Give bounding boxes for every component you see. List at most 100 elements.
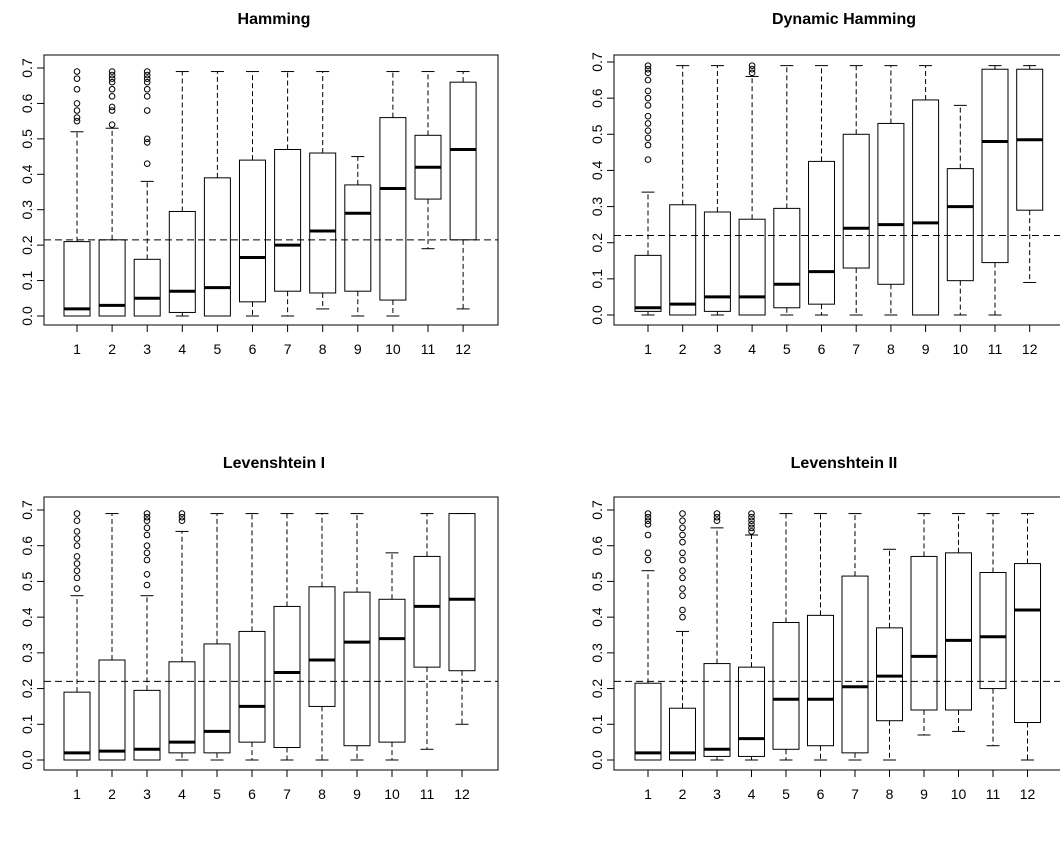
x-tick-label: 11 [421,341,436,357]
y-tick-label: 0.1 [19,271,35,291]
outlier-point [644,112,652,120]
plot-marks: 0.00.10.20.30.40.50.60.71 2 3 4 5 6 7 8 9 10 11 12 [589,500,1060,802]
outlier-point [143,160,151,167]
plot-marks: 0.00.10.20.30.40.50.60.71 2 3 4 5 6 7 8 9 10 11 12 [589,52,1060,357]
y-tick-label: 0.7 [19,58,35,78]
outlier-point [143,75,151,82]
levenshtein-ii-chart: Levenshtein II 0.0 0.1 0.2 0.3 0.4 0.5 0.6 0.7 1… [589,455,1060,802]
outlier-point [644,549,652,557]
x-tick-label: 2 [679,341,687,357]
box [772,622,800,750]
outlier-point [713,510,721,517]
outlier-point [679,606,686,614]
outlier-point [178,513,186,521]
outlier-point [108,78,116,86]
chart-title: Hamming [238,11,311,28]
outlier-point [108,121,116,128]
y-tick-label: 0.0 [19,306,35,326]
outlier-point [679,585,686,592]
box [273,605,301,748]
outlier-point [108,93,116,100]
outlier-point [143,78,151,86]
box [449,81,477,241]
outlier-point [143,139,151,146]
x-tick-label: 2 [108,786,116,802]
outlier-point [108,75,116,82]
box [98,239,126,317]
outlier-point [679,510,686,517]
x-tick-label: 5 [213,786,221,802]
outlier-point [644,520,652,528]
outlier-point [73,117,81,125]
y-tick-label: 0.6 [19,93,35,113]
plot-marks: 0.00.10.20.30.40.50.60.71 2 3 4 5 6 7 8 9 10 11 12 [19,58,498,357]
outlier-point [644,141,652,149]
x-tick-label: 12 [454,786,470,802]
y-tick-label: 0.2 [19,235,35,255]
y-tick-label: 0.0 [589,750,605,770]
box [946,168,974,282]
outlier-point [679,613,686,621]
box [378,598,406,743]
plot-marks: 0.00.10.20.30.40.50.60.71 2 3 4 5 6 7 8 9 10 11 12 [19,500,498,802]
y-tick-label: 0.4 [589,607,605,627]
outlier-point [679,524,686,532]
x-tick-label: 5 [782,786,790,802]
outlier-point [748,513,755,521]
box [807,614,834,747]
chart-title: Levenshtein II [791,455,898,472]
box [910,555,938,711]
outlier-point [73,75,81,82]
box [239,159,266,303]
boxplot-figure: Hamming 0.0 0.1 0.2 0.3 0.4 0.5 0.6 0.7 1 2 3 4 5 6 7 8… [19,11,1060,802]
box [979,572,1007,690]
outlier-point [679,592,686,600]
box [669,204,697,316]
box [274,148,302,292]
outlier-point [143,517,151,525]
x-tick-label: 4 [748,786,756,802]
outlier-point [143,107,151,114]
x-tick-label: 10 [384,786,400,802]
x-tick-label: 3 [143,341,151,357]
box [448,513,476,672]
y-tick-label: 0.6 [589,536,605,556]
outlier-point [73,560,81,567]
box [945,552,972,711]
chart-title: Dynamic Hamming [772,11,916,28]
x-tick-label: 1 [73,341,81,357]
x-tick-label: 4 [178,341,186,357]
box [876,627,903,722]
levenshtein-i-chart: Levenshtein I 0.00.10.20.30.40.50.60.71 2… [19,455,499,802]
box [703,663,731,757]
outlier-point [679,517,686,525]
outlier-point [73,114,81,121]
panel-levenshtein-i: Levenshtein I 0.0 0.1 0.2 0.3 0.4 0.5 0.6 0.7 1 2… [0,440,530,842]
outlier-point [73,567,81,575]
box [841,575,869,754]
x-tick-label: 1 [644,341,652,357]
outlier-point [178,517,186,525]
outlier-point [143,68,151,75]
box [379,117,407,301]
box [344,184,372,292]
box [343,591,371,747]
box [309,152,337,294]
outlier-point [108,71,116,79]
box [413,555,441,668]
y-tick-label: 0.4 [19,164,35,184]
panel-levenshtein-ii: Levenshtein II 0.0 0.1 0.2 0.3 0.4 0.5 0.6 0.7 1… [570,440,1060,842]
x-tick-label: 8 [887,341,895,357]
box [634,254,662,312]
x-tick-label: 5 [783,341,791,357]
outlier-point [748,62,756,69]
x-tick-label: 8 [886,786,894,802]
outlier-point [143,531,151,539]
x-tick-label: 4 [748,341,756,357]
x-tick-label: 2 [108,341,116,357]
outlier-point [644,87,652,95]
outlier-point [748,528,755,535]
outlier-point [143,85,151,93]
box [842,133,870,269]
x-tick-label: 4 [178,786,186,802]
